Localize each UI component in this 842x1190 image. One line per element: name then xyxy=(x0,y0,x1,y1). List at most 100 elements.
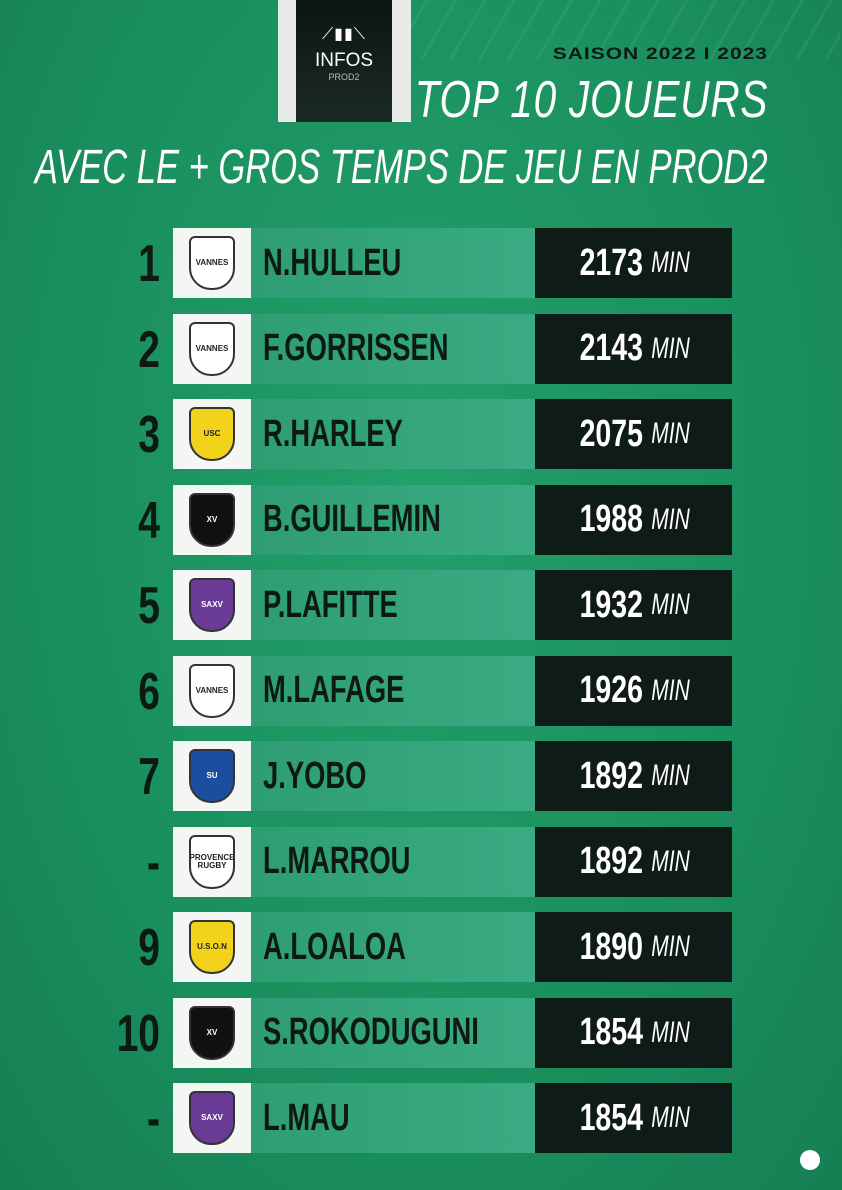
player-name: R.HARLEY xyxy=(263,412,403,455)
minutes-value: 1892 xyxy=(579,754,643,797)
minutes-value: 1854 xyxy=(579,1011,643,1053)
club-logo-text: VANNES xyxy=(195,258,229,267)
rank: - xyxy=(147,833,160,892)
play-time: 2075 MIN xyxy=(535,399,732,469)
player-name: S.ROKODUGUNI xyxy=(263,1011,479,1053)
club-logo: SAXV xyxy=(173,570,251,640)
player-name: M.LAFAGE xyxy=(263,669,405,711)
player-row: - SAXV L.MAU 1854 MIN xyxy=(100,1083,732,1153)
club-logo: VANNES xyxy=(173,655,251,726)
player-name: L.MARROU xyxy=(263,840,411,882)
club-shield-icon: SAXV xyxy=(189,1091,235,1145)
player-name: L.MAU xyxy=(263,1096,350,1139)
play-time: 1988 MIN xyxy=(535,484,732,555)
rugby-posts-icon: ⟋▮▮⟍ xyxy=(321,26,366,43)
club-logo: SAXV xyxy=(173,1083,251,1153)
club-shield-icon: VANNES xyxy=(189,663,235,718)
play-time: 1892 MIN xyxy=(535,741,732,811)
club-shield-icon: SU xyxy=(189,749,235,803)
club-shield-icon: XV xyxy=(189,1005,235,1060)
club-logo-text: VANNES xyxy=(195,343,229,353)
player-name: F.GORRISSEN xyxy=(263,327,449,369)
page-title: TOP 10 JOUEURS xyxy=(414,71,768,129)
club-logo-text: SAXV xyxy=(201,600,223,609)
club-logo-text: PROVENCE RUGBY xyxy=(189,852,235,870)
page-subtitle: AVEC LE + GROS TEMPS DE JEU EN PROD2 xyxy=(35,141,768,194)
logo-subtext: PROD2 xyxy=(328,72,360,82)
minutes-value: 2075 xyxy=(579,412,643,455)
club-shield-icon: SAXV xyxy=(189,578,235,632)
club-logo-text: XV xyxy=(206,1027,218,1037)
rank: 7 xyxy=(138,748,160,806)
minutes-value: 1890 xyxy=(579,925,643,968)
play-time: 2143 MIN xyxy=(535,313,732,384)
player-row: 4 XV B.GUILLEMIN 1988 MIN xyxy=(100,484,732,555)
club-shield-icon: USC xyxy=(189,407,235,461)
rank: 1 xyxy=(138,235,160,293)
rank: 5 xyxy=(138,577,160,635)
play-time: 2173 MIN xyxy=(535,228,732,298)
player-name: A.LOALOA xyxy=(263,925,406,968)
minutes-unit: MIN xyxy=(651,844,691,878)
club-logo: VANNES xyxy=(173,228,251,298)
minutes-value: 1892 xyxy=(579,840,643,882)
club-logo-text: SAXV xyxy=(201,1113,223,1122)
player-row: 1 VANNES N.HULLEU 2173 MIN xyxy=(100,228,732,298)
club-logo: PROVENCE RUGBY xyxy=(173,826,251,897)
player-row: 3 USC R.HARLEY 2075 MIN xyxy=(100,399,732,469)
logo-text: INFOS xyxy=(314,50,374,71)
minutes-unit: MIN xyxy=(651,588,691,621)
player-row: 7 SU J.YOBO 1892 MIN xyxy=(100,741,732,811)
club-logo: USC xyxy=(173,399,251,469)
play-time: 1892 MIN xyxy=(535,826,732,897)
minutes-unit: MIN xyxy=(651,331,691,365)
rank: 4 xyxy=(138,491,160,550)
player-row: 6 VANNES M.LAFAGE 1926 MIN xyxy=(100,655,732,726)
player-name: N.HULLEU xyxy=(263,241,402,284)
rank: - xyxy=(147,1090,160,1148)
minutes-unit: MIN xyxy=(651,759,691,792)
player-row: 10 XV S.ROKODUGUNI 1854 MIN xyxy=(100,997,732,1068)
minutes-unit: MIN xyxy=(651,1101,691,1134)
minutes-unit: MIN xyxy=(651,502,691,536)
decorative-stripes xyxy=(400,0,840,60)
rank: 3 xyxy=(138,406,160,464)
club-logo-text: U.S.O.N xyxy=(197,942,227,951)
club-logo: U.S.O.N xyxy=(173,912,251,982)
infos-prod2-logo: ⟋▮▮⟍ INFOS PROD2 xyxy=(278,0,411,122)
minutes-value: 2143 xyxy=(579,327,643,369)
rank: 9 xyxy=(138,919,160,977)
minutes-value: 1932 xyxy=(579,583,643,626)
minutes-value: 1988 xyxy=(579,498,643,540)
minutes-unit: MIN xyxy=(651,1015,691,1049)
rank: 10 xyxy=(116,1004,160,1063)
club-logo: VANNES xyxy=(173,313,251,384)
club-shield-icon: XV xyxy=(189,492,235,547)
play-time: 1890 MIN xyxy=(535,912,732,982)
player-name: J.YOBO xyxy=(263,754,367,797)
season-label: SAISON 2022 I 2023 xyxy=(552,44,768,63)
club-shield-icon: VANNES xyxy=(189,236,235,290)
play-time: 1854 MIN xyxy=(535,1083,732,1153)
minutes-unit: MIN xyxy=(651,417,691,450)
player-name: B.GUILLEMIN xyxy=(263,498,441,540)
play-time: 1932 MIN xyxy=(535,570,732,640)
player-row: - PROVENCE RUGBY L.MARROU 1892 MIN xyxy=(100,826,732,897)
club-shield-icon: U.S.O.N xyxy=(189,920,235,974)
minutes-value: 1854 xyxy=(579,1096,643,1139)
rank: 2 xyxy=(138,320,160,379)
player-row: 5 SAXV P.LAFITTE 1932 MIN xyxy=(100,570,732,640)
club-shield-icon: VANNES xyxy=(189,321,235,376)
club-shield-icon: PROVENCE RUGBY xyxy=(189,834,235,889)
brand-mark-icon xyxy=(800,1150,820,1170)
club-logo-text: USC xyxy=(203,429,221,438)
club-logo-text: XV xyxy=(206,514,218,524)
minutes-value: 2173 xyxy=(579,241,643,284)
rank: 6 xyxy=(138,662,160,721)
minutes-unit: MIN xyxy=(651,673,691,707)
minutes-unit: MIN xyxy=(651,246,691,279)
play-time: 1854 MIN xyxy=(535,997,732,1068)
club-logo: XV xyxy=(173,484,251,555)
player-row: 9 U.S.O.N A.LOALOA 1890 MIN xyxy=(100,912,732,982)
minutes-value: 1926 xyxy=(579,669,643,711)
